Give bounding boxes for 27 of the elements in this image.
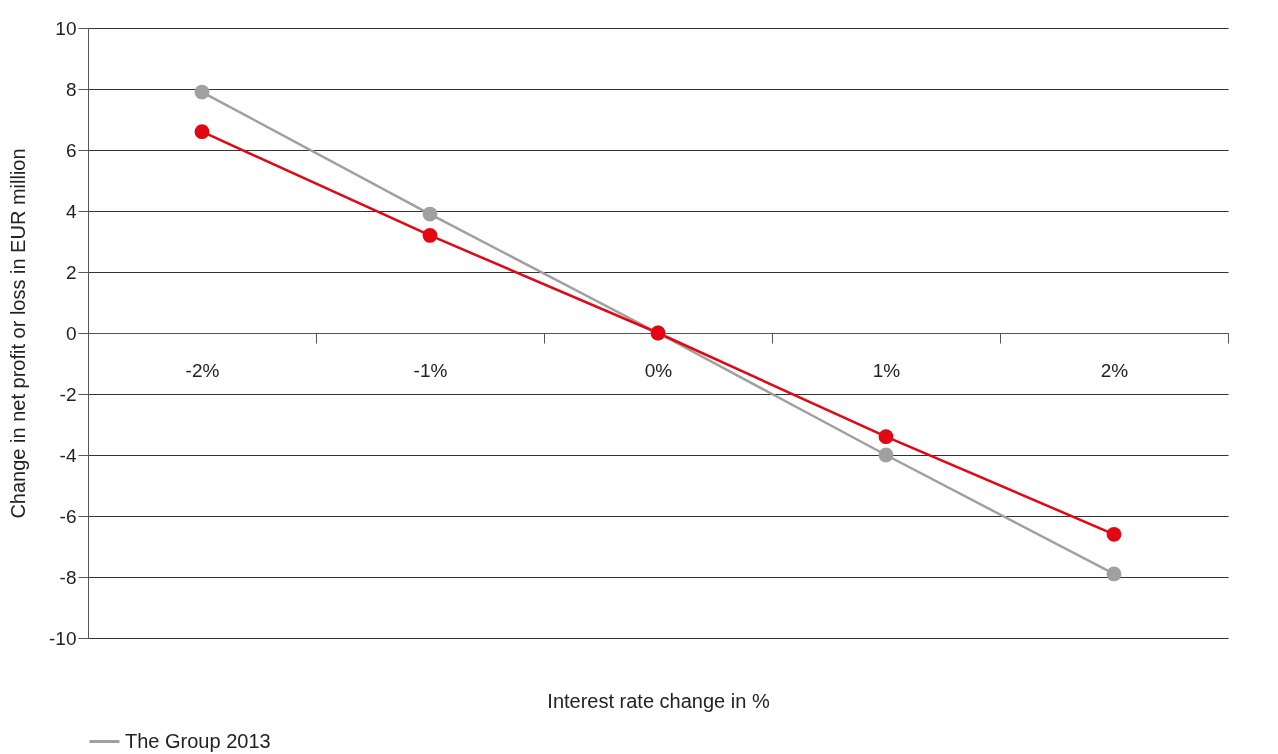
y-tick-label: -4	[59, 444, 77, 466]
x-tick-label: 1%	[872, 359, 901, 381]
point	[878, 429, 894, 445]
y-tick-label: -2	[59, 383, 77, 405]
x-tick-label: 0%	[644, 359, 673, 381]
y-tick-label: -10	[49, 627, 77, 649]
y-tick-label: 2	[65, 261, 77, 283]
point	[422, 228, 438, 243]
point	[1106, 526, 1122, 542]
x-tick-label: -2%	[185, 359, 220, 381]
legend-label: The Group 2013	[125, 729, 271, 752]
x-tick-label: -1%	[413, 359, 448, 381]
point	[422, 206, 438, 222]
y-tick-label: 4	[65, 200, 77, 222]
y-tick-label: -8	[59, 566, 77, 588]
y-tick-label: 10	[55, 17, 77, 39]
y-tick-label: 6	[65, 139, 77, 161]
y-axis-title: Change in net profit or loss in EUR million	[7, 148, 30, 519]
point	[194, 84, 210, 100]
point	[878, 447, 894, 463]
point	[194, 124, 210, 140]
y-tick-label: 8	[65, 78, 77, 100]
y-tick-label: 0	[65, 322, 77, 344]
y-tick-label: -6	[59, 505, 77, 527]
point	[1106, 566, 1122, 582]
x-axis-title: Interest rate change in %	[547, 689, 770, 712]
x-tick-label: 2%	[1100, 359, 1129, 381]
